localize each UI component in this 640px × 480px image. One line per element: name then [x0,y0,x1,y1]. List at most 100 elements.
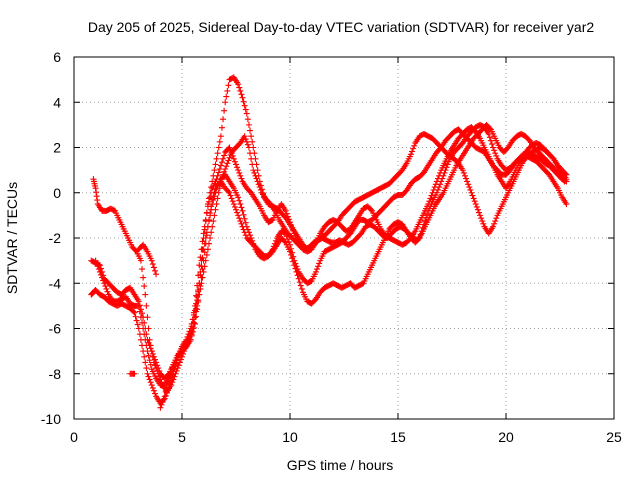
data-point [202,216,209,223]
data-point [204,246,211,253]
data-point [214,172,221,179]
data-point [175,362,182,369]
data-point [226,154,233,161]
y-axis-label: SDTVAR / TECUs [4,182,20,294]
data-point [464,178,471,185]
y-tick-label: 4 [53,94,61,110]
data-point [147,379,154,386]
data-point [158,401,165,408]
data-point [188,323,195,330]
data-point [238,220,245,227]
data-point [98,271,104,278]
data-point [194,282,201,289]
data-point [227,192,234,199]
data-point [152,356,158,363]
data-point [471,198,478,205]
y-tick-label: -2 [49,230,62,246]
data-point [260,190,266,197]
data-point [460,169,467,176]
data-point [153,271,160,278]
data-point [206,198,212,205]
x-axis-label: GPS time / hours [287,457,394,473]
data-point [225,157,232,164]
data-point [563,176,570,183]
data-point [409,148,416,155]
data-point [186,333,193,340]
data-point [150,353,157,360]
data-point [218,124,225,131]
data-point [208,229,215,236]
data-point [171,373,178,380]
data-point [93,260,100,267]
data-point [493,215,500,222]
data-point [145,352,152,359]
data-point [216,185,223,192]
series-track-1 [88,126,570,407]
data-point [434,175,441,182]
data-point [193,305,200,312]
data-point [227,147,234,154]
data-point [294,272,301,279]
data-point [289,255,296,262]
data-point [197,268,204,275]
data-point [297,282,304,289]
series-track-4 [92,74,570,389]
data-point [239,223,246,230]
data-point [200,230,207,237]
data-point [492,218,499,225]
data-point [183,343,190,350]
data-point [141,283,148,290]
data-point [240,98,247,105]
data-point [153,359,160,366]
data-point [478,215,485,222]
data-point [223,93,230,100]
data-point [236,215,243,222]
chart-title: Day 205 of 2025, Sidereal Day-to-day VTE… [88,19,594,35]
data-point [152,390,158,397]
data-point [258,186,265,193]
data-point [168,368,175,375]
data-point [141,331,148,338]
data-point [203,232,210,239]
x-axis-ticks: 0 5 10 15 20 25 [70,57,622,445]
data-point [231,203,238,210]
data-point [160,396,167,403]
data-point [213,155,220,162]
data-point [488,141,495,148]
data-point [315,263,322,270]
data-point [198,274,205,281]
data-point [563,201,570,208]
data-point [234,209,241,216]
data-point [444,161,451,168]
data-point [145,373,152,380]
data-point [256,178,263,185]
data-point [479,218,486,225]
x-tick-label: 0 [70,429,78,445]
data-point [242,106,249,113]
data-point [243,138,250,145]
data-point [221,107,228,114]
data-point [133,317,140,324]
data-point [428,192,435,199]
data-point [147,361,154,368]
data-point [135,302,142,309]
data-point [485,130,492,137]
data-point [139,319,146,326]
data-point [287,219,293,226]
data-point [235,81,242,88]
data-point [477,212,484,219]
data-point [242,136,249,143]
data-point [96,268,103,275]
data-point [430,186,437,193]
data-point [254,167,261,174]
data-point [473,203,480,210]
data-point [137,314,144,321]
data-point [163,384,170,391]
y-tick-label: 6 [53,49,61,65]
data-point [184,340,191,347]
data-point [222,99,229,106]
data-point [210,218,217,225]
data-point [210,193,217,200]
data-point [239,207,246,214]
y-tick-label: -8 [49,366,62,382]
